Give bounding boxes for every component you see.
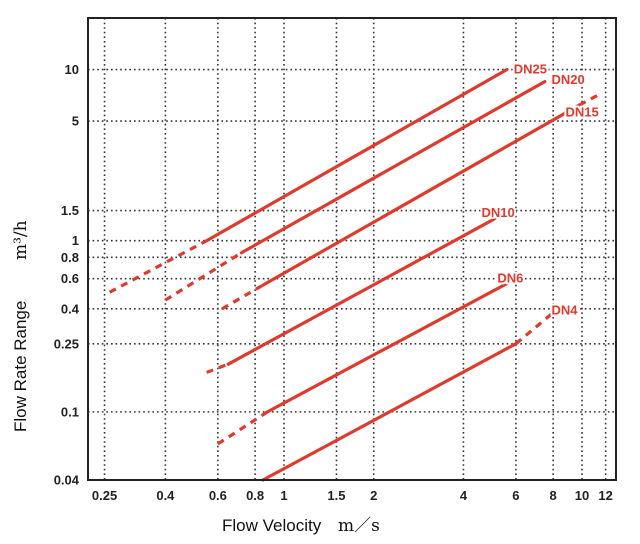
x-axis-ticks: 0.25 0.4 0.6 0.8 1 1.5 2 4 6 8 10 12 <box>92 488 613 503</box>
dn10-solid-segment <box>226 218 494 366</box>
series-label-dn25: DN25 <box>514 62 547 77</box>
series-dn6 <box>217 277 518 446</box>
x-tick-label-6: 6 <box>512 488 519 503</box>
y-tick-label-10: 10 <box>65 62 79 77</box>
x-tick-label-1: 1 <box>280 488 287 503</box>
dn15-dashed-segment <box>578 92 601 107</box>
series-label-halo-dn15: DN15 <box>565 105 598 120</box>
x-tick-label-0-6: 0.6 <box>209 488 227 503</box>
x-tick-label-0-8: 0.8 <box>246 488 264 503</box>
series-lines <box>108 67 601 482</box>
y-tick-label-0-04: 0.04 <box>54 473 80 488</box>
series-dn15 <box>221 92 601 311</box>
series-label-dn4: DN4 <box>552 303 579 318</box>
plot-frame <box>87 17 617 481</box>
x-tick-label-8: 8 <box>550 488 557 503</box>
y-axis-ticks: 0.04 0.1 0.25 0.4 0.6 0.8 1 1.5 5 10 <box>54 62 80 487</box>
y-tick-label-0-4: 0.4 <box>61 301 80 316</box>
series-label-dn15: DN15 <box>565 105 598 120</box>
dn15-solid-segment <box>261 103 582 287</box>
dn15-dashed-segment <box>221 283 264 311</box>
y-tick-label-0-25: 0.25 <box>54 336 79 351</box>
dn4-dashed-segment <box>514 311 555 345</box>
x-axis-unit: m／s <box>338 516 380 536</box>
y-axis-unit: m³/h <box>11 220 31 260</box>
series-label-dn6: DN6 <box>497 271 523 286</box>
series-label-dn20: DN20 <box>552 72 585 87</box>
series-label-halo-dn6: DN6 <box>497 271 523 286</box>
y-tick-label-1-5: 1.5 <box>61 203 79 218</box>
y-tick-label-0-8: 0.8 <box>61 250 79 265</box>
x-tick-label-4: 4 <box>460 488 468 503</box>
series-label-halo-dn25: DN25 <box>514 62 547 77</box>
series-labels: DN25DN25DN20DN20DN15DN15DN10DN10DN6DN6DN… <box>480 60 601 320</box>
y-axis-title: Flow Rate Range <box>11 301 30 432</box>
x-tick-label-0-4: 0.4 <box>156 488 175 503</box>
x-axis-title: Flow Velocity <box>222 516 322 535</box>
series-label-dn10: DN10 <box>482 205 515 220</box>
y-tick-label-0-1: 0.1 <box>61 404 79 419</box>
y-tick-label-0-6: 0.6 <box>61 271 79 286</box>
y-tick-label-1: 1 <box>72 233 79 248</box>
series-dn4 <box>261 311 555 482</box>
dn20-dashed-segment <box>164 251 243 302</box>
x-tick-label-10: 10 <box>575 488 589 503</box>
series-label-halo-dn10: DN10 <box>482 205 515 220</box>
x-tick-label-1-5: 1.5 <box>327 488 345 503</box>
dn10-dashed-segment <box>206 362 229 374</box>
dn25-solid-segment <box>205 67 509 243</box>
dn25-dashed-segment <box>108 239 208 294</box>
x-tick-label-12: 12 <box>598 488 612 503</box>
dn20-solid-segment <box>239 80 547 255</box>
dn4-solid-segment <box>261 342 518 482</box>
x-tick-label-0-25: 0.25 <box>92 488 117 503</box>
series-dn10 <box>206 209 508 374</box>
series-dn25 <box>108 67 509 294</box>
dn6-solid-segment <box>265 277 518 414</box>
series-label-halo-dn20: DN20 <box>552 72 585 87</box>
series-dn20 <box>164 80 547 302</box>
y-tick-label-5: 5 <box>72 114 79 129</box>
x-tick-label-2: 2 <box>370 488 377 503</box>
dn6-dashed-segment <box>217 410 269 446</box>
series-label-halo-dn4: DN4 <box>552 303 579 318</box>
dn10-dashed-segment <box>491 209 508 222</box>
